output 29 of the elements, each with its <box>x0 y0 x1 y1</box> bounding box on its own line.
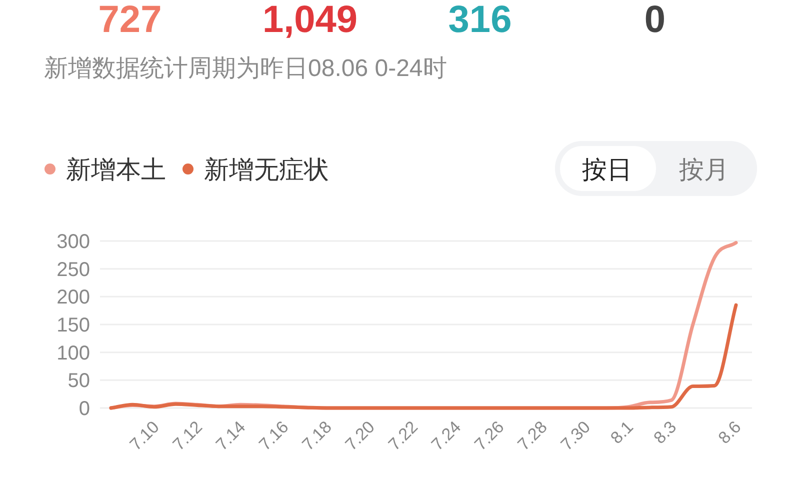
y-tick-label: 250 <box>56 258 90 281</box>
y-tick-label: 200 <box>56 286 90 309</box>
text: 0 <box>644 0 666 41</box>
legend-label: 新增本土 <box>66 156 166 184</box>
legend-label: 新增无症状 <box>204 156 329 184</box>
x-tick-label: 7.12 <box>169 417 206 454</box>
toggle: 按日 按月 <box>555 141 757 196</box>
y-tick-label: 100 <box>56 342 90 364</box>
text: 1,049 <box>262 0 358 41</box>
text: 316 <box>448 0 512 41</box>
x-tick-label: 7.30 <box>557 417 594 454</box>
y-tick-label: 0 <box>78 398 90 420</box>
y-tick-label: 50 <box>68 370 90 392</box>
x-tick-label: 7.26 <box>470 417 508 454</box>
x-tick-label: 7.20 <box>342 417 378 454</box>
x-tick-label: 7.24 <box>428 417 465 454</box>
x-tick-label: 7.18 <box>298 417 336 454</box>
x-tick-label: 7.22 <box>384 417 422 454</box>
x-tick-label: 7.10 <box>126 417 163 454</box>
x-tick-label: 8.6 <box>714 417 745 448</box>
x-tick-label: 7.28 <box>514 417 551 454</box>
chart-subtitle: 新增数据统计周期为昨日08.06 0-24时 <box>44 55 447 82</box>
x-tick-label: 7.16 <box>255 417 292 454</box>
x-tick-label: 8.3 <box>650 417 680 448</box>
text: 727 <box>98 0 162 41</box>
x-tick-label: 8.1 <box>606 417 638 448</box>
y-tick-label: 150 <box>56 314 90 336</box>
y-tick-label: 300 <box>56 231 90 253</box>
x-tick-label: 7.14 <box>212 417 250 454</box>
